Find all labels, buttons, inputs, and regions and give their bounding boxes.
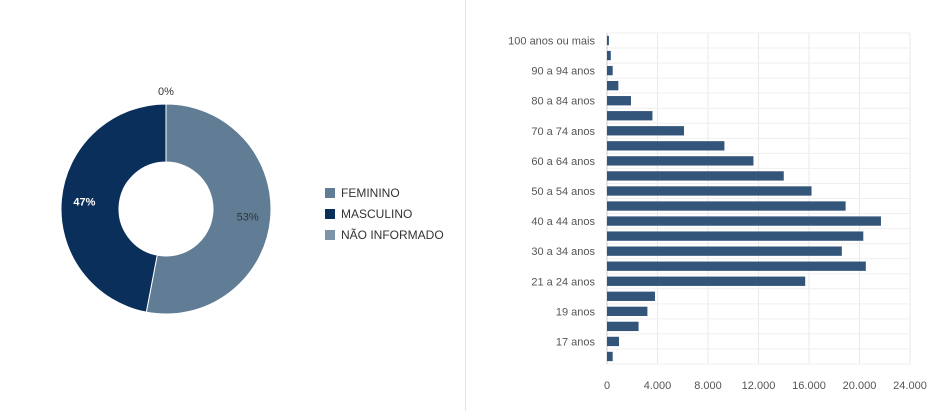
y-category-label: 70 a 74 anos <box>531 126 595 138</box>
age-bar[interactable] <box>607 141 725 151</box>
donut-slice-label: 53% <box>237 212 259 224</box>
age-bar[interactable] <box>607 291 655 301</box>
legend-label: FEMININO <box>341 185 400 200</box>
age-bar[interactable] <box>607 201 846 211</box>
age-bar[interactable] <box>607 65 613 76</box>
x-tick-label: 0 <box>604 380 610 392</box>
age-bar[interactable] <box>607 96 631 106</box>
x-tick-label: 16.000 <box>792 380 826 392</box>
age-bar[interactable] <box>607 126 685 136</box>
legend-label: NÃO INFORMADO <box>341 227 444 242</box>
age-bar[interactable] <box>607 336 619 347</box>
x-tick-label: 20.000 <box>843 380 877 392</box>
x-tick-label: 8.000 <box>694 380 722 392</box>
legend-swatch <box>325 208 335 219</box>
x-tick-label: 4.000 <box>644 380 672 392</box>
age-bar[interactable] <box>607 111 653 121</box>
legend-swatch <box>325 187 335 198</box>
age-bar[interactable] <box>607 50 611 61</box>
y-category-label: 40 a 44 anos <box>531 216 595 228</box>
age-bar[interactable] <box>607 351 613 362</box>
age-bar[interactable] <box>607 35 609 46</box>
age-bar[interactable] <box>607 216 881 226</box>
age-bar[interactable] <box>607 156 754 166</box>
y-category-label: 60 a 64 anos <box>531 156 595 168</box>
y-category-label: 21 a 24 anos <box>531 276 595 288</box>
legend-item[interactable]: FEMININO <box>325 182 444 203</box>
age-bar-chart: 0 4.000 8.000 12.000 16.000 20.000 24.000 100 a… <box>508 32 927 392</box>
legend-swatch <box>325 229 335 240</box>
gender-donut-panel: 53% 47% 0% FEMININO MASCULINO NÃO INFORMADO <box>0 0 465 411</box>
donut-slice-1[interactable] <box>60 103 167 313</box>
age-bar[interactable] <box>607 306 648 317</box>
y-category-label: 50 a 54 anos <box>531 186 595 198</box>
donut-slice-label: 47% <box>73 196 95 208</box>
y-category-label: 100 anos ou mais <box>508 36 595 48</box>
age-bar[interactable] <box>607 231 864 241</box>
donut-slice-label: 0% <box>158 86 174 98</box>
y-category-label: 19 anos <box>556 306 596 318</box>
age-bar[interactable] <box>607 261 866 271</box>
legend-item[interactable]: MASCULINO <box>325 203 444 224</box>
age-bar[interactable] <box>607 321 639 332</box>
age-bar[interactable] <box>607 80 619 91</box>
age-bar[interactable] <box>607 276 806 286</box>
age-bar[interactable] <box>607 186 812 196</box>
y-category-label: 17 anos <box>556 336 596 348</box>
age-bar-panel: 0 4.000 8.000 12.000 16.000 20.000 24.000 100 a… <box>466 0 943 411</box>
gender-donut-chart: 53% 47% 0% <box>60 86 272 315</box>
donut-legend: FEMININO MASCULINO NÃO INFORMADO <box>325 182 444 245</box>
legend-label: MASCULINO <box>341 206 413 221</box>
legend-item[interactable]: NÃO INFORMADO <box>325 224 444 245</box>
x-tick-label: 24.000 <box>893 380 927 392</box>
y-category-label: 90 a 94 anos <box>531 66 595 78</box>
age-bar[interactable] <box>607 171 784 181</box>
y-category-label: 30 a 34 anos <box>531 246 595 258</box>
y-category-label: 80 a 84 anos <box>531 96 595 108</box>
x-tick-label: 12.000 <box>742 380 776 392</box>
age-bar[interactable] <box>607 246 842 256</box>
donut-slice-0[interactable] <box>145 103 272 315</box>
panel-divider <box>465 0 466 411</box>
